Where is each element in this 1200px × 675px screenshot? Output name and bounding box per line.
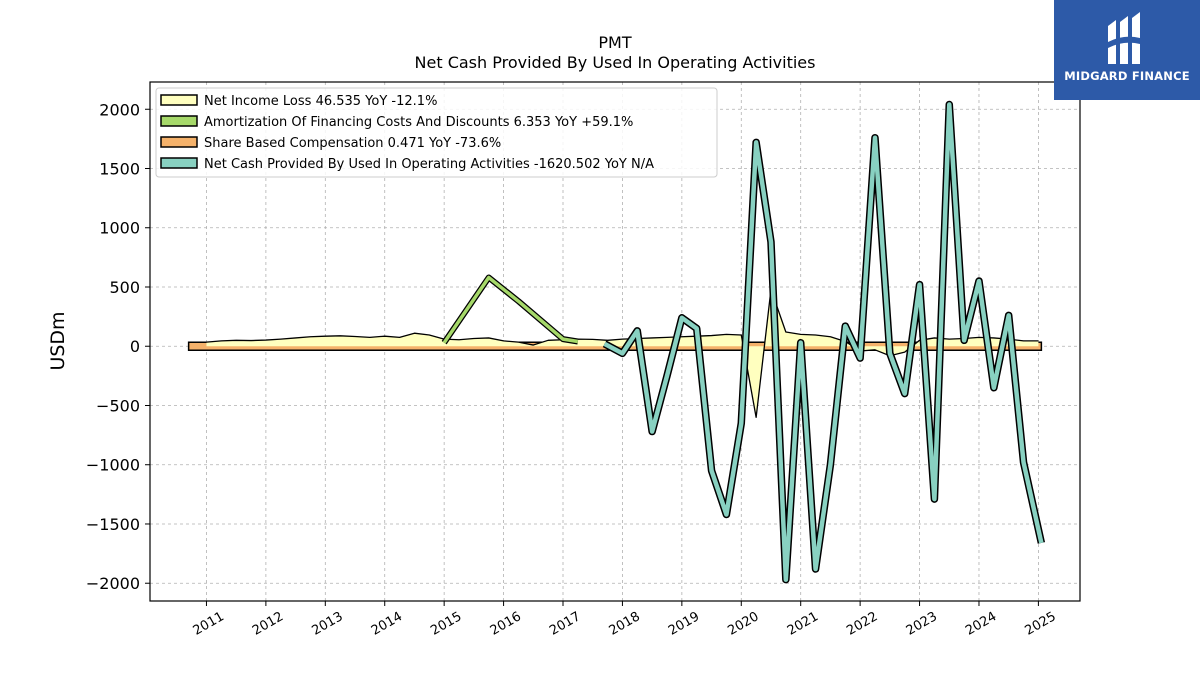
y-tick-label: −500: [96, 396, 140, 415]
y-tick-label: −1500: [86, 515, 140, 534]
legend-label: Share Based Compensation 0.471 YoY -73.6…: [204, 136, 501, 151]
brand-logo: MIDGARD FINANCE: [1054, 0, 1200, 100]
legend-swatch: [160, 157, 198, 169]
y-tick-label: 1000: [99, 219, 140, 238]
y-tick-label: −1000: [86, 456, 140, 475]
amortization-of-financing-costs-and-discounts-line: [442, 275, 579, 344]
legend-label: Net Income Loss 46.535 YoY -12.1%: [204, 94, 437, 109]
legend-swatch: [160, 94, 198, 106]
legend-box: [155, 87, 718, 178]
net-income-loss-line: [206, 288, 1039, 418]
midgard-logo-icon: [1108, 12, 1140, 64]
y-tick-label: 0: [130, 337, 140, 356]
y-tick-label: −2000: [86, 574, 140, 593]
legend-label: Net Cash Provided By Used In Operating A…: [204, 157, 654, 172]
y-tick-label: 1500: [99, 160, 140, 179]
y-tick-label: 2000: [99, 100, 140, 119]
chart-subtitle: Net Cash Provided By Used In Operating A…: [415, 53, 816, 72]
plot-frame: [149, 81, 1081, 602]
legend-swatch: [160, 115, 198, 127]
brand-name: MIDGARD FINANCE: [1064, 69, 1190, 83]
y-axis-label: USDm: [47, 311, 69, 370]
net-cash-provided-by-used-in-operating-activities-line: [603, 102, 1044, 582]
chart-title: PMT: [598, 33, 631, 52]
legend: Net Income Loss 46.535 YoY -12.1% Amortiz…: [155, 87, 718, 178]
legend-label: Amortization Of Financing Costs And Disc…: [204, 115, 633, 130]
legend-swatch: [160, 136, 198, 148]
series-layer: [187, 100, 1046, 584]
y-tick-label: 500: [109, 278, 140, 297]
